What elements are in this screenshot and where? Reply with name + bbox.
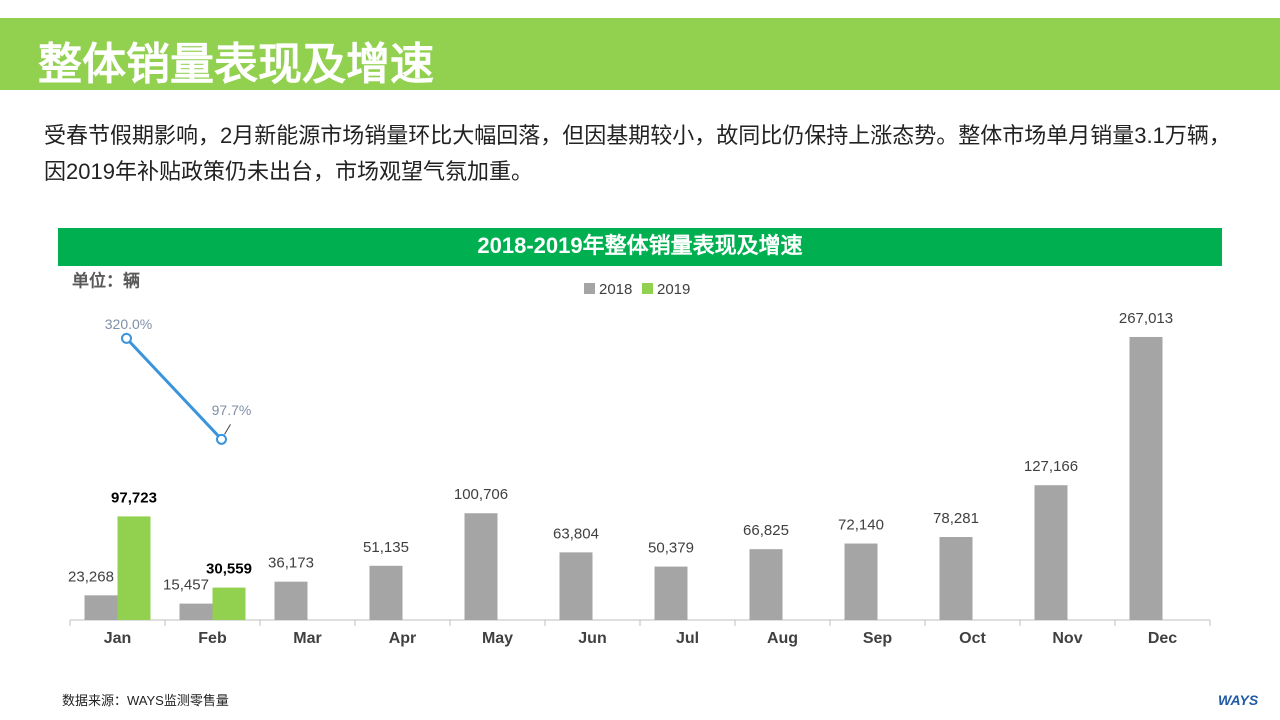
leader-line bbox=[224, 424, 231, 435]
x-tick-label: Aug bbox=[767, 630, 798, 647]
x-tick-label: Mar bbox=[293, 630, 321, 647]
data-label: 23,268 bbox=[68, 568, 114, 585]
x-tick-label: Jul bbox=[676, 630, 699, 647]
data-label: 15,457 bbox=[163, 577, 209, 594]
x-tick-label: Nov bbox=[1052, 630, 1082, 647]
header-band: 整体销量表现及增速 bbox=[0, 18, 1280, 90]
bar bbox=[1129, 336, 1163, 620]
legend-swatch bbox=[642, 283, 653, 294]
logo: WAYS bbox=[1218, 692, 1259, 708]
bar bbox=[1034, 485, 1068, 620]
x-tick-label: Jan bbox=[104, 630, 132, 647]
chart-title: 2018-2019年整体销量表现及增速 bbox=[477, 233, 802, 258]
bar bbox=[84, 595, 118, 620]
legend-label: 2019 bbox=[657, 281, 690, 298]
data-label: 66,825 bbox=[743, 522, 789, 539]
bar bbox=[749, 549, 783, 620]
x-tick-label: Jun bbox=[578, 630, 606, 647]
data-label: 267,013 bbox=[1119, 310, 1173, 327]
data-label: 63,804 bbox=[553, 525, 599, 542]
bar bbox=[654, 566, 688, 620]
header-title: 整体销量表现及增速 bbox=[38, 40, 434, 89]
bar bbox=[939, 537, 973, 620]
bar bbox=[844, 543, 878, 620]
x-tick-label: Dec bbox=[1148, 630, 1177, 647]
x-tick-label: Oct bbox=[959, 630, 986, 647]
data-label: 36,173 bbox=[268, 555, 314, 572]
data-label: 72,140 bbox=[838, 517, 884, 534]
source: 数据来源：WAYS监测零售量 bbox=[62, 693, 229, 708]
legend-swatch bbox=[584, 283, 595, 294]
growth-label: 320.0% bbox=[105, 316, 152, 332]
bar bbox=[369, 565, 403, 620]
data-label: 51,135 bbox=[363, 539, 409, 556]
x-tick-label: Feb bbox=[198, 630, 227, 647]
growth-marker bbox=[216, 433, 227, 445]
growth-line bbox=[125, 337, 223, 441]
bar bbox=[117, 516, 151, 620]
growth-label: 97.7% bbox=[212, 402, 252, 418]
unit-label: 单位：辆 bbox=[72, 270, 140, 290]
x-tick-label: May bbox=[482, 630, 513, 647]
x-tick-label: Apr bbox=[389, 630, 417, 647]
bar bbox=[212, 587, 246, 620]
description: 受春节假期影响，2月新能源市场销量环比大幅回落，但因基期较小，故同比仍保持上涨态… bbox=[44, 123, 1231, 184]
bar bbox=[464, 513, 498, 620]
data-label: 78,281 bbox=[933, 510, 979, 527]
data-label: 30,559 bbox=[206, 561, 252, 578]
x-tick-label: Sep bbox=[863, 630, 893, 647]
chart-title-band bbox=[58, 228, 1222, 266]
data-label: 50,379 bbox=[648, 540, 694, 557]
data-label: 127,166 bbox=[1024, 458, 1078, 475]
growth-marker bbox=[121, 332, 132, 344]
bar bbox=[559, 552, 593, 620]
bar bbox=[179, 603, 213, 620]
data-label: 97,723 bbox=[111, 489, 157, 506]
legend-label: 2018 bbox=[599, 281, 632, 298]
bar bbox=[274, 581, 308, 620]
data-label: 100,706 bbox=[454, 486, 508, 503]
